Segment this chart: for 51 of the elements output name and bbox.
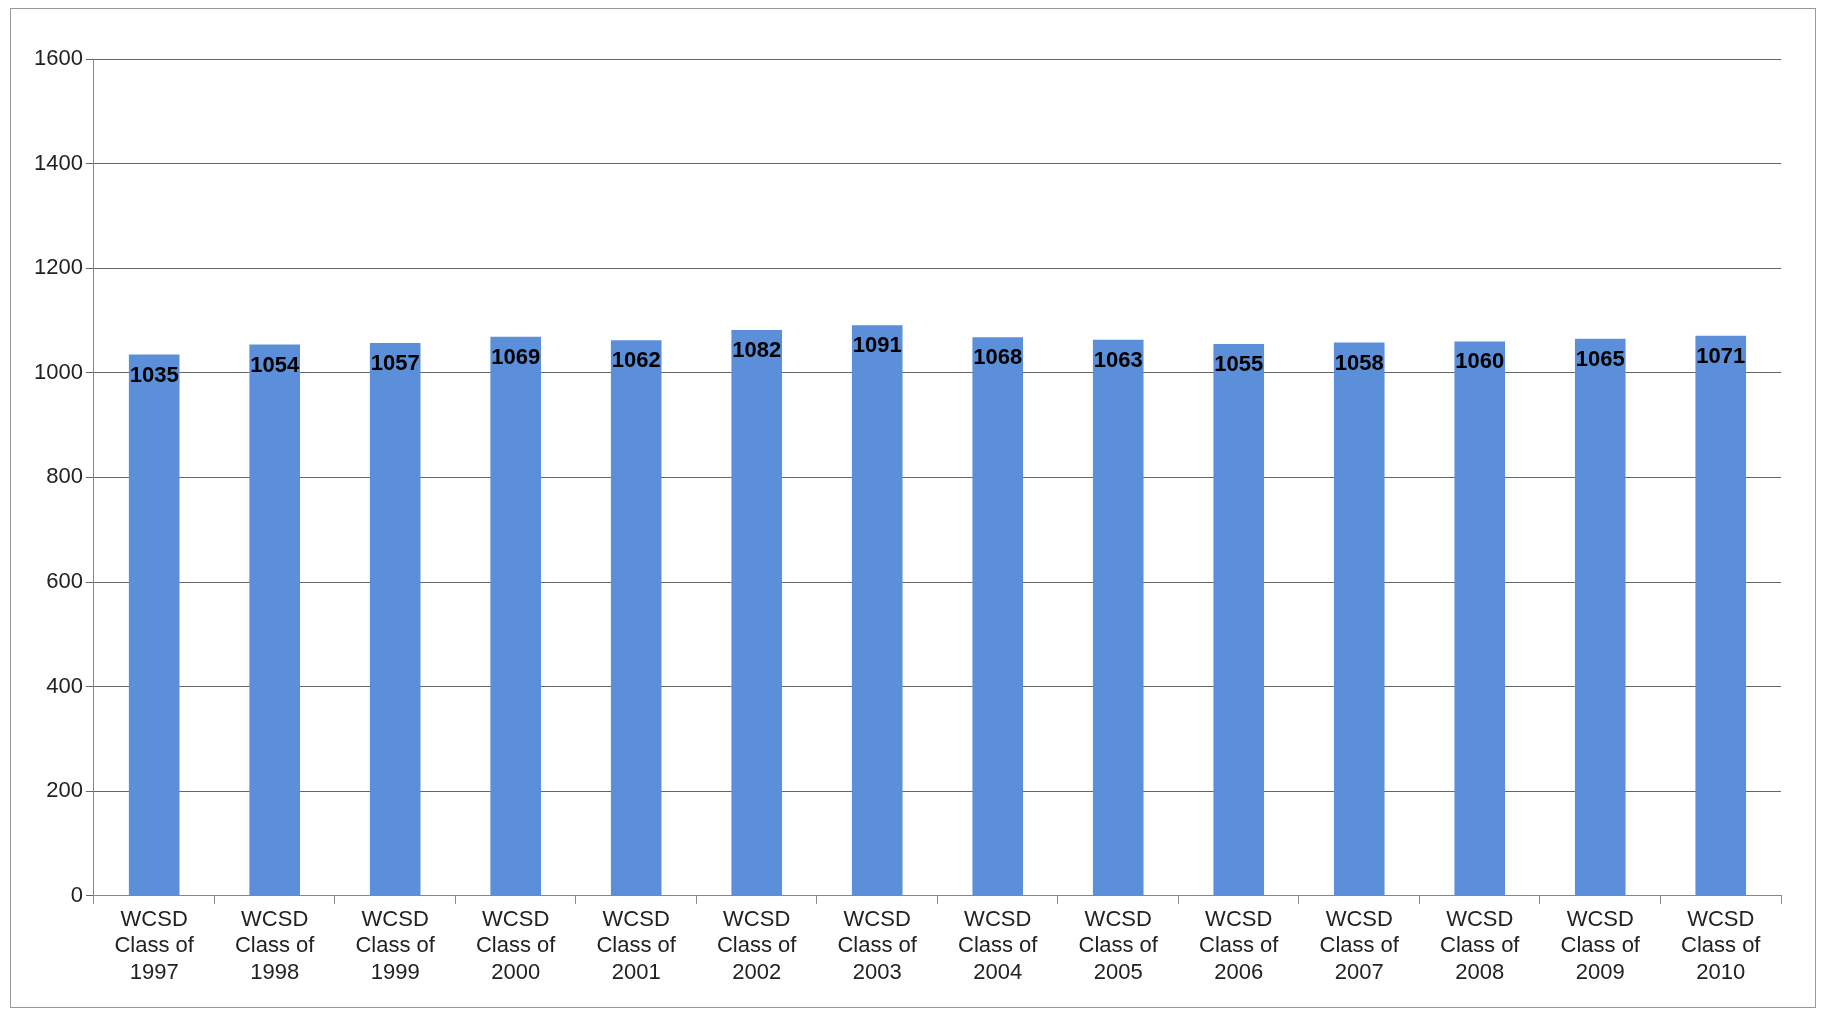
x-tick-label: WCSD Class of 2001 — [596, 906, 677, 984]
data-label: 1082 — [732, 336, 782, 362]
bar — [1454, 341, 1506, 896]
bar — [1574, 338, 1626, 896]
bar — [851, 325, 903, 896]
bar — [128, 354, 180, 896]
data-label: 1057 — [370, 350, 420, 376]
bar — [610, 340, 662, 896]
data-label: 1055 — [1214, 351, 1264, 377]
x-tick-label: WCSD Class of 1998 — [234, 906, 316, 984]
data-label: 1058 — [1334, 349, 1384, 375]
y-tick-label: 200 — [46, 777, 83, 803]
x-tick-label: WCSD Class of 2006 — [1198, 906, 1280, 984]
data-label: 1071 — [1696, 342, 1746, 368]
x-tick-label: WCSD Class of 2010 — [1681, 906, 1762, 984]
x-tick-label: WCSD Class of 1997 — [114, 906, 195, 984]
x-tick-label: WCSD Class of 2000 — [475, 906, 557, 984]
bar — [249, 344, 300, 896]
bar — [490, 336, 542, 896]
data-label: 1091 — [852, 332, 902, 358]
x-tick-label: WCSD Class of 2002 — [716, 906, 798, 984]
y-tick-label: 1000 — [33, 358, 83, 384]
bar — [1695, 335, 1747, 896]
bar — [731, 329, 783, 896]
data-label: 1035 — [129, 361, 179, 387]
y-tick-label: 1600 — [33, 45, 83, 71]
y-tick-label: 400 — [46, 672, 83, 698]
data-label: 1065 — [1575, 345, 1625, 371]
bar — [1213, 344, 1265, 896]
data-label: 1069 — [491, 343, 541, 369]
data-label: 1054 — [250, 351, 300, 377]
y-tick-label: 600 — [46, 568, 83, 594]
x-tick-label: WCSD Class of 2003 — [837, 906, 918, 984]
data-label: 1068 — [973, 344, 1023, 370]
bar — [369, 342, 421, 896]
x-tick-label: WCSD Class of 2009 — [1560, 906, 1641, 984]
data-label: 1062 — [611, 347, 661, 373]
bar — [972, 337, 1024, 896]
y-tick-label: 800 — [46, 463, 83, 489]
x-tick-label: WCSD Class of 2008 — [1440, 906, 1521, 984]
x-tick-label: WCSD Class of 1999 — [355, 906, 436, 984]
data-label: 1063 — [1093, 346, 1143, 372]
data-label: 1060 — [1455, 348, 1505, 374]
bar — [1333, 342, 1385, 896]
bar — [1092, 339, 1144, 896]
y-tick-label: 1200 — [33, 254, 83, 280]
y-tick-label: 1400 — [33, 149, 83, 175]
x-tick-label: WCSD Class of 2007 — [1319, 906, 1400, 984]
x-tick-label: WCSD Class of 2005 — [1078, 906, 1159, 984]
y-tick-label: 0 — [70, 881, 83, 907]
x-tick-label: WCSD Class of 2004 — [957, 906, 1039, 984]
